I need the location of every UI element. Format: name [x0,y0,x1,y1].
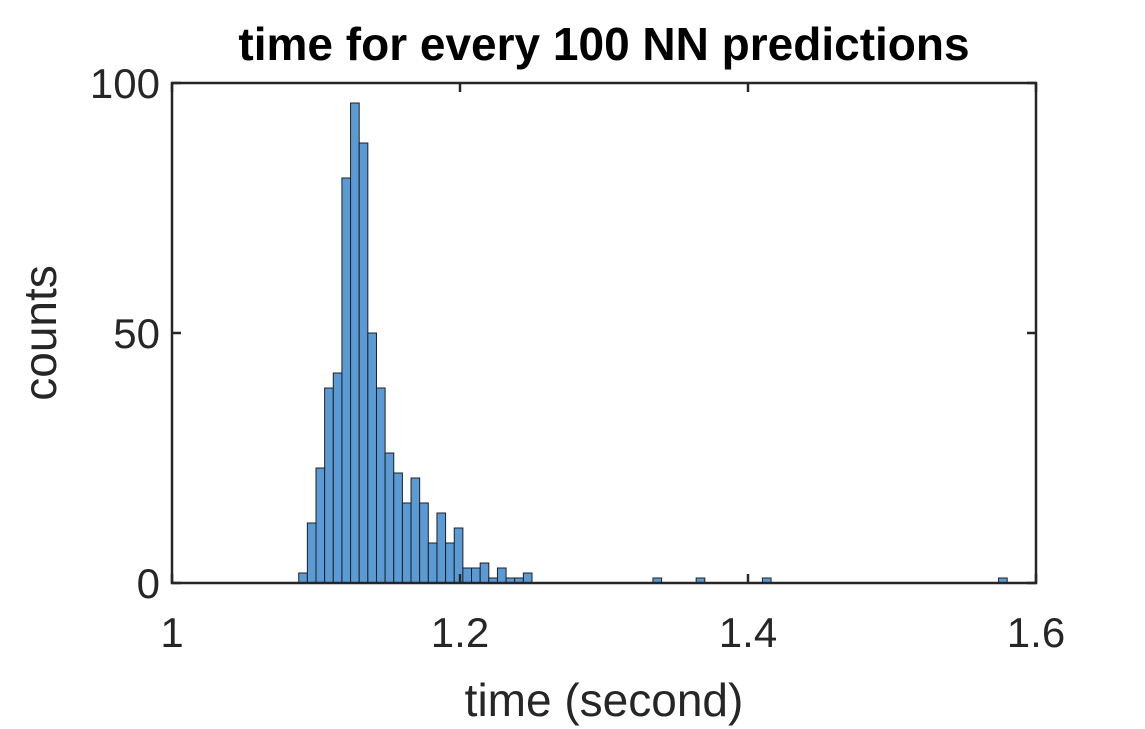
histogram-bar [445,542,455,584]
histogram-bar [367,332,377,584]
histogram-bar [306,522,317,584]
histogram-bar [410,477,421,584]
histogram-bar [522,572,533,584]
x-axis-label: time (second) [465,674,744,726]
histogram-bar [427,542,438,584]
y-tick-label: 50 [113,310,160,357]
histogram-bar [384,452,395,584]
histogram-bar [375,387,386,584]
histogram-bar [298,572,308,584]
histogram-bar [496,567,507,584]
x-tick-label: 1.2 [431,609,489,656]
y-tick-label: 100 [90,60,160,107]
histogram-bar [332,372,343,584]
x-tick-label: 1.6 [1007,609,1065,656]
plot-frame [170,81,1038,585]
y-axis-label: counts [14,265,66,401]
histogram-bar [479,562,490,584]
plot-background [172,83,1036,583]
histogram-bar [341,177,352,584]
histogram-bar [350,102,360,584]
histogram-bar [358,142,369,584]
histogram-bar [401,502,412,584]
histogram-bar [436,512,447,584]
histogram-bar [453,527,464,584]
histogram-bar [393,472,403,584]
x-tick-labels: 1 1.2 1.4 1.6 [160,609,1065,656]
chart-title: time for every 100 NN predictions [238,18,969,70]
histogram-bar [315,467,326,584]
histogram-bar [471,567,481,584]
y-tick-label: 0 [137,560,160,607]
y-tick-labels: 0 50 100 [90,60,160,607]
x-tick-label: 1.4 [719,609,777,656]
histogram-bar [324,387,334,584]
histogram-bar [419,502,429,584]
histogram-bar [462,567,473,584]
histogram-bars [298,102,1008,584]
x-tick-label: 1 [160,609,183,656]
